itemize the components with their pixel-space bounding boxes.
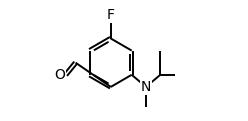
Text: N: N bbox=[141, 80, 151, 94]
Text: F: F bbox=[107, 8, 115, 22]
Text: O: O bbox=[54, 68, 65, 82]
